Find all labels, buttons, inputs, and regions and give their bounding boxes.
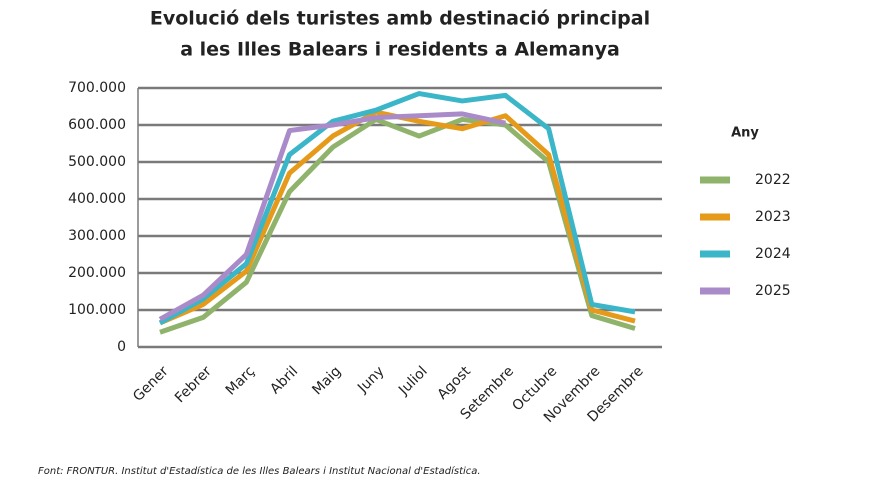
chart-title: Evolució dels turistes amb destinació pr… xyxy=(150,8,650,30)
x-tick-label: Gener xyxy=(130,363,172,405)
legend-label: 2025 xyxy=(755,283,791,299)
x-tick-label: Març xyxy=(223,363,258,398)
x-tick-label: Febrer xyxy=(172,363,215,406)
chart-title: a les Illes Balears i residents a Aleman… xyxy=(180,39,620,61)
legend-label: 2023 xyxy=(755,209,791,225)
x-tick-label: Juny xyxy=(354,363,387,396)
x-tick-label: Maig xyxy=(309,363,344,398)
series-line xyxy=(159,116,636,335)
series-line xyxy=(158,111,506,322)
legend-title: Any xyxy=(731,126,759,141)
x-tick-label: Abril xyxy=(267,363,301,397)
y-tick-label: 400.000 xyxy=(68,191,126,207)
y-tick-label: 700.000 xyxy=(68,80,126,96)
legend-label: 2024 xyxy=(755,246,791,262)
series-line xyxy=(158,91,636,326)
series-line xyxy=(159,109,636,326)
x-tick-label: Juliol xyxy=(395,363,431,399)
y-tick-label: 0 xyxy=(117,339,126,355)
x-tick-label: Agost xyxy=(434,363,474,403)
y-tick-label: 600.000 xyxy=(68,117,126,133)
y-tick-label: 200.000 xyxy=(68,265,126,281)
y-tick-label: 300.000 xyxy=(68,228,126,244)
legend-label: 2022 xyxy=(755,172,791,188)
y-tick-label: 500.000 xyxy=(68,154,126,170)
y-tick-label: 100.000 xyxy=(68,302,126,318)
source: Font: FRONTUR. Institut d'Estadística de… xyxy=(38,465,481,477)
